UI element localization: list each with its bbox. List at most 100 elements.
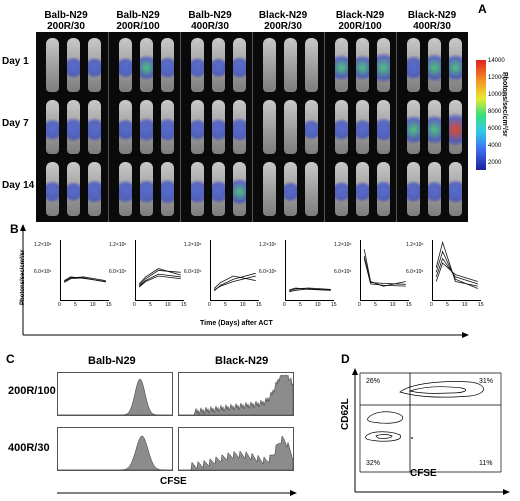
- x-tick-label: 5: [74, 302, 77, 308]
- mouse-silhouette: [305, 38, 318, 92]
- panel-d-letter: D: [341, 352, 350, 366]
- mouse-silhouette: [233, 100, 246, 154]
- mouse-silhouette: [449, 38, 462, 92]
- panel-c-letter: C: [6, 352, 15, 366]
- mouse-silhouette: [191, 100, 204, 154]
- series-line: [214, 275, 256, 291]
- x-tick-label: 5: [374, 302, 377, 308]
- y-tick-label: 6.0×10⁵: [334, 269, 352, 276]
- mouse-silhouette: [335, 162, 348, 216]
- mouse-silhouette: [377, 38, 390, 92]
- x-tick-label: 5: [299, 302, 302, 308]
- mouse-silhouette: [233, 38, 246, 92]
- image-group-column: [180, 32, 253, 222]
- mouse-silhouette: [119, 100, 132, 154]
- x-tick-label: 10: [462, 302, 468, 308]
- x-tick-label: 0: [208, 302, 211, 308]
- mini-plot-4: [285, 240, 334, 301]
- panel-a-letter: A: [478, 2, 487, 16]
- group-label-1: Balb-N29 200R/30: [44, 10, 88, 32]
- image-group-column: [396, 32, 469, 222]
- group-label-4: Black-N29 200R/30: [258, 10, 308, 32]
- series-line: [64, 277, 106, 283]
- mouse-silhouette: [67, 100, 80, 154]
- colorbar-tick: 6000: [488, 126, 502, 132]
- mouse-silhouette: [233, 162, 246, 216]
- mouse-silhouette: [335, 100, 348, 154]
- series-line: [289, 288, 331, 293]
- mouse-silhouette: [305, 100, 318, 154]
- panel-b-xlabel: Time (Days) after ACT: [200, 320, 273, 327]
- group-label-5: Black-N29 200R/100: [335, 10, 385, 32]
- mouse-silhouette: [191, 38, 204, 92]
- x-tick-label: 15: [331, 302, 337, 308]
- mouse-silhouette: [119, 38, 132, 92]
- mouse-silhouette: [428, 162, 441, 216]
- x-tick-label: 0: [358, 302, 361, 308]
- mouse-silhouette: [140, 162, 153, 216]
- x-tick-label: 5: [446, 302, 449, 308]
- x-tick-label: 10: [165, 302, 171, 308]
- y-tick-label: 1.2×10⁶: [259, 241, 277, 248]
- mouse-silhouette: [161, 162, 174, 216]
- colorbar: [476, 60, 486, 170]
- mouse-silhouette: [407, 162, 420, 216]
- series-line: [363, 258, 406, 287]
- x-tick-label: 5: [149, 302, 152, 308]
- mouse-silhouette: [140, 100, 153, 154]
- mouse-silhouette: [377, 100, 390, 154]
- x-tick-label: 0: [283, 302, 286, 308]
- colorbar-tick: 4000: [488, 143, 502, 149]
- quadrant-bottom-left: 32%: [366, 460, 381, 467]
- series-line: [138, 273, 181, 287]
- mouse-silhouette: [212, 100, 225, 154]
- mouse-silhouette: [263, 100, 276, 154]
- day-label-1: Day 1: [2, 56, 29, 67]
- mouse-silhouette: [356, 38, 369, 92]
- y-tick-label: 1.2×10⁶: [34, 241, 52, 248]
- mouse-silhouette: [212, 38, 225, 92]
- mouse-silhouette: [428, 100, 441, 154]
- y-tick-label: 6.0×10⁵: [184, 269, 202, 276]
- group-label-6: Black-N29 400R/30: [407, 10, 457, 32]
- mini-plot-5: [360, 240, 409, 301]
- y-tick-label: 1.2×10⁶: [406, 241, 424, 248]
- x-tick-label: 10: [240, 302, 246, 308]
- colorbar-tick: 12000: [488, 75, 505, 81]
- mouse-silhouette: [161, 100, 174, 154]
- x-tick-label: 0: [430, 302, 433, 308]
- mouse-silhouette: [88, 162, 101, 216]
- mouse-silhouette: [67, 38, 80, 92]
- series-line: [289, 287, 331, 291]
- series-line: [363, 256, 406, 285]
- panel-c-row2: 400R/30: [8, 442, 50, 454]
- y-tick-label: 6.0×10⁵: [34, 269, 52, 276]
- x-tick-label: 0: [133, 302, 136, 308]
- mouse-silhouette: [284, 162, 297, 216]
- mouse-silhouette: [407, 38, 420, 92]
- panel-c-xlabel: CFSE: [160, 476, 187, 487]
- y-tick-label: 1.2×10⁶: [334, 241, 352, 248]
- mouse-silhouette: [449, 100, 462, 154]
- y-tick-label: 1.2×10⁶: [109, 241, 127, 248]
- mouse-silhouette: [428, 38, 441, 92]
- y-tick-label: 1.2×10⁶: [184, 241, 202, 248]
- mouse-silhouette: [407, 100, 420, 154]
- y-tick-label: 6.0×10⁵: [259, 269, 277, 276]
- series-line: [435, 250, 478, 289]
- series-line: [213, 275, 256, 289]
- histogram-fill: [179, 374, 294, 416]
- mouse-silhouette: [356, 100, 369, 154]
- quadrant-top-right: 31%: [479, 378, 494, 385]
- x-tick-label: 15: [256, 302, 262, 308]
- day-label-7: Day 7: [2, 118, 29, 129]
- colorbar-tick: 2000: [488, 160, 502, 166]
- mouse-silhouette: [305, 162, 318, 216]
- mouse-silhouette: [356, 162, 369, 216]
- mouse-silhouette: [88, 38, 101, 92]
- x-tick-label: 15: [478, 302, 484, 308]
- series-line: [435, 262, 478, 282]
